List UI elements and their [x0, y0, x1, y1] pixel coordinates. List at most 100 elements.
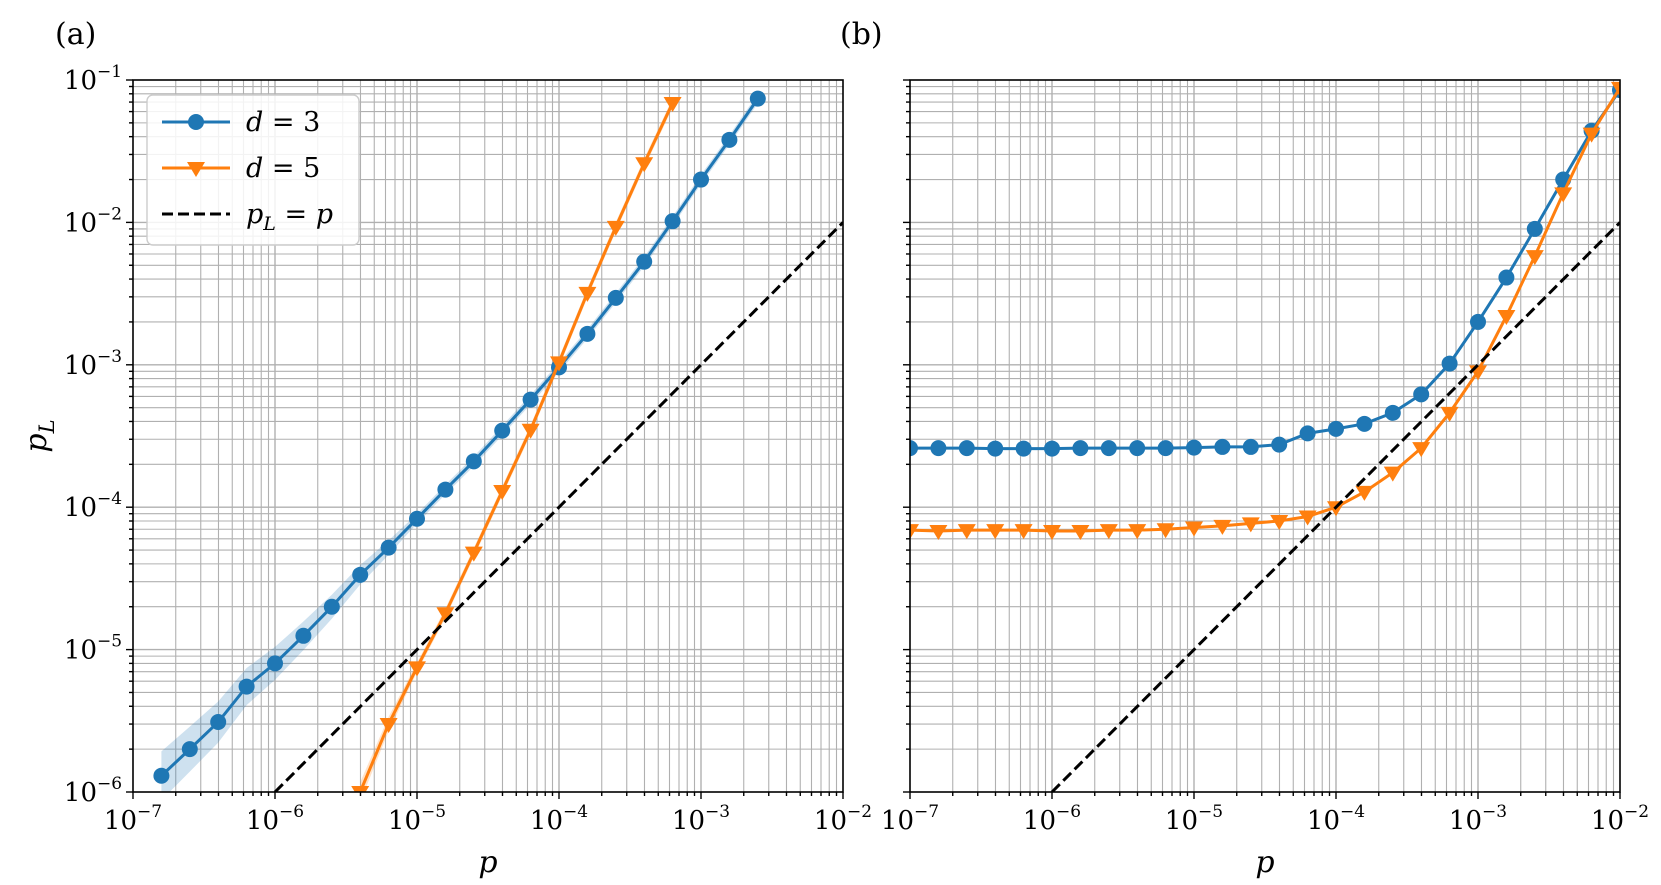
panel-b-series-d5-point — [1071, 525, 1090, 541]
panel-b-ticks: 10−7 10−6 10−5 10−4 10−3 10−2 — [881, 79, 1649, 836]
panel-b-series-d3-point — [930, 440, 947, 457]
panel-a-x-axis-label: p — [478, 845, 497, 880]
panel-a-series-d3-point — [522, 391, 539, 408]
panel-a-series-d3-point — [352, 566, 369, 583]
panel-a-series-d3-point — [153, 767, 170, 784]
panel-b-x-tick-label: 10−2 — [1591, 802, 1649, 836]
panel-b-series-d5-point — [1525, 250, 1544, 266]
panel-b-series-d3-point — [1100, 440, 1117, 457]
panel-b-series-d5-point — [1099, 524, 1118, 540]
panel-b-series-d3-point — [1299, 425, 1316, 442]
panel-a-series-d5-point — [521, 423, 540, 439]
panel-b-x-tick-label: 10−4 — [1307, 802, 1365, 836]
panel-a-series-d3-point — [465, 453, 482, 470]
panel-b-series-d5-point — [1298, 510, 1317, 526]
legend-d3-marker — [188, 114, 204, 130]
panel-b-series-d5-point — [1185, 521, 1203, 537]
panel-b-series-d3-point — [1129, 440, 1146, 457]
panel-b-series-d3-point — [1526, 220, 1543, 237]
panel-b-series-d3-point — [1498, 269, 1515, 286]
panel-a-series-d3-point — [380, 539, 397, 556]
panel-a-y-tick-label: 10−2 — [64, 204, 122, 238]
panel-a-series-d3-point — [636, 253, 653, 270]
panel-b-x-tick-label: 10−6 — [1023, 802, 1081, 836]
panel-b-series-d5-point — [1554, 187, 1573, 203]
panel-a-series-d5-band — [360, 98, 673, 792]
panel-b-series-d5-point — [1270, 515, 1289, 530]
panel-b-grid — [910, 80, 1620, 792]
panel-a-x-tick-label: 10−3 — [672, 802, 730, 836]
panel-a-series-d5-point — [550, 356, 568, 372]
panel-a-series-d3-point — [749, 90, 766, 107]
panel-a-series-d3-point — [437, 481, 454, 498]
panel-a-series-d3-point — [607, 289, 624, 306]
panel-b-series-d3-point — [1356, 415, 1373, 432]
panel-a-series-d5-point — [635, 157, 654, 173]
panel-b-series-d3-point — [1015, 440, 1032, 457]
panel-b: (b) 10−7 10−6 10−5 10−4 10−3 10−2 p — [840, 17, 1649, 880]
panel-b-x-axis-label: p — [1255, 845, 1274, 880]
panel-b-series-d3-point — [1328, 420, 1344, 437]
panel-a-series-d3-point — [181, 741, 198, 758]
panel-b-series-d5-point — [986, 524, 1005, 540]
panel-a-series-d5-point — [351, 786, 370, 792]
panel-a-y-axis-label: pL — [19, 419, 59, 452]
panel-b-plot-area — [910, 81, 1620, 792]
panel-b-series-d3-point — [1470, 313, 1486, 330]
panel-b-series-d3-point — [1413, 386, 1430, 403]
panel-a-series-d3-line — [160, 97, 760, 777]
panel-a-x-tick-label: 10−4 — [530, 802, 588, 836]
panel-b-series-d5-point — [1412, 442, 1431, 458]
y-axis-label-sub: L — [35, 419, 59, 434]
panel-a-series-pl-equals-p-line — [273, 221, 843, 792]
panel-a-series-d5-line — [358, 102, 674, 792]
panel-b-series-d3-point — [1271, 436, 1288, 453]
panel-b-series-d5-point — [910, 524, 919, 540]
panel-a-plot-area — [153, 90, 843, 792]
panel-a-series-d3-point — [238, 678, 255, 695]
panel-b-series-d5-point — [1156, 523, 1175, 539]
panel-a-series-d5-point — [578, 286, 597, 302]
panel-b-series-d3-point — [1044, 440, 1060, 457]
panel-a-series-d3-point — [295, 627, 312, 644]
panel-a-series-d5-point — [663, 96, 682, 112]
legend-d5-label: d = 5 — [246, 153, 320, 184]
panel-b-series-d5-point — [1582, 127, 1601, 143]
panel-b-label: (b) — [840, 17, 883, 52]
legend-pl-label: pL = p — [246, 199, 333, 235]
panel-a-series-d5-point — [464, 546, 483, 562]
panel-b-series-d3-point — [1157, 440, 1174, 457]
panel-b-series-d5-point — [1213, 519, 1232, 535]
panel-a-frame — [132, 79, 844, 793]
panel-a-y-tick-label: 10−6 — [64, 774, 122, 808]
panel-a-series-d3-point — [693, 171, 709, 188]
panel-b-series-d3-point — [987, 440, 1004, 457]
panel-b-series-d5-point — [1128, 524, 1147, 540]
panel-a-series-d3-band — [161, 93, 758, 792]
y-axis-label-base: p — [19, 433, 54, 452]
legend-d5-marker — [187, 162, 205, 177]
panel-a-series-d3-point — [409, 510, 425, 527]
panel-a-x-tick-label: 10−6 — [246, 802, 304, 836]
panel-b-series-d3-point — [1072, 440, 1089, 457]
legend: d = 3 d = 5 pL = p — [146, 94, 360, 246]
panel-a-series-d3-point — [323, 598, 340, 615]
panel-b-series-d5-point — [929, 525, 948, 541]
panel-a-x-tick-label: 10−5 — [388, 802, 446, 836]
panel-a-series-d5-point — [379, 718, 398, 734]
panel-b-series-d5-point — [1355, 485, 1374, 501]
panel-a-y-tick-label: 10−3 — [64, 347, 122, 381]
panel-b-series-d5-point — [1440, 406, 1459, 422]
panel-a-y-tick-label: 10−4 — [64, 489, 122, 523]
panel-b-series-d3-point — [1441, 355, 1458, 372]
panel-b-series-d3-point — [1186, 439, 1202, 456]
panel-a-series-d3-point — [267, 655, 283, 672]
panel-a-series-d5-point — [493, 484, 512, 500]
panel-b-frame — [909, 79, 1621, 793]
panel-b-series-d5-point — [1611, 81, 1620, 97]
panel-b-series-d3-point — [1384, 404, 1401, 421]
panel-a-label: (a) — [55, 17, 96, 52]
panel-a-ticks: 10−7 10−6 10−5 10−4 10−3 10−210−610−510−410−3… — [64, 62, 872, 836]
panel-a-x-tick-label: 10−7 — [104, 802, 162, 836]
